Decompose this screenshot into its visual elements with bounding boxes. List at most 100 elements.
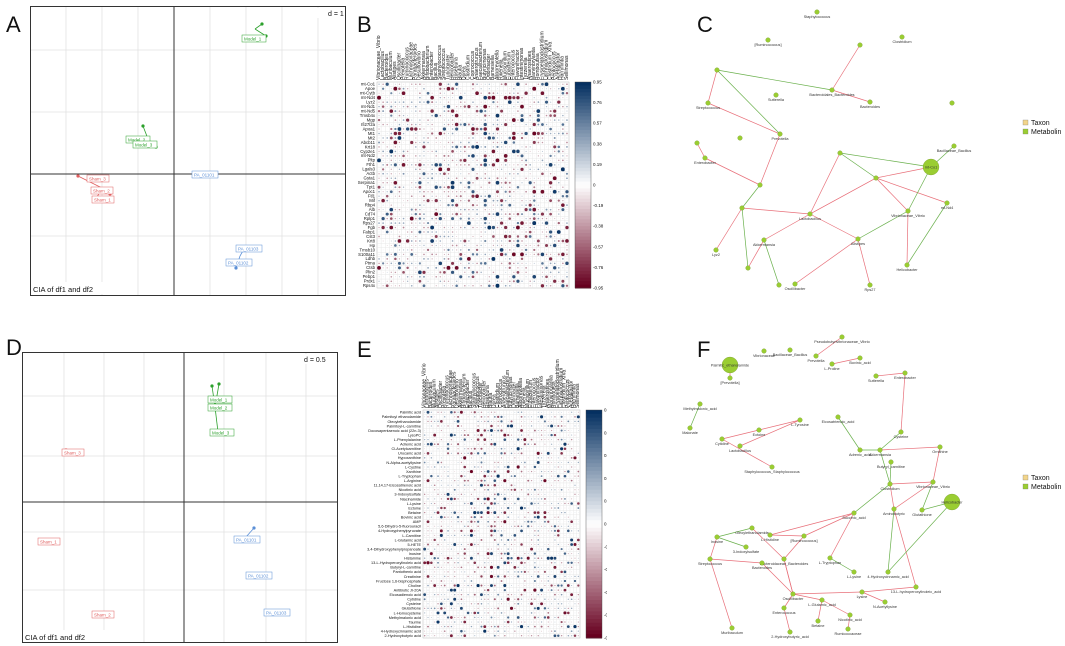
- heatmap-cell: [431, 155, 433, 157]
- heatmap-cell: [430, 109, 434, 113]
- heatmap-cell: [545, 217, 548, 220]
- heatmap-cell: [553, 141, 556, 144]
- heatmap-cell: [537, 168, 540, 171]
- heatmap-cell: [419, 141, 421, 144]
- heatmap-row-label: LysoPC: [408, 433, 421, 437]
- heatmap-cell: [560, 548, 563, 551]
- heatmap-cell: [551, 494, 552, 495]
- heatmap-cell: [426, 561, 430, 565]
- heatmap-cell: [560, 488, 563, 491]
- heatmap-cell: [451, 576, 452, 577]
- heatmap-cell: [480, 575, 483, 578]
- heatmap-cell: [553, 525, 557, 528]
- heatmap-cell: [437, 543, 439, 546]
- heatmap-cell: [480, 616, 483, 619]
- heatmap-cell: [472, 267, 474, 269]
- heatmap-cell: [460, 635, 463, 637]
- heatmap-legend-tick: 0.38: [593, 141, 602, 146]
- heatmap-cell: [481, 608, 482, 609]
- heatmap-cell: [419, 88, 421, 90]
- heatmap-cell: [444, 204, 445, 206]
- heatmap-cell: [507, 443, 509, 445]
- heatmap-cell: [415, 155, 417, 157]
- heatmap-cell: [491, 256, 496, 261]
- heatmap-cell: [454, 530, 456, 532]
- heatmap-cell: [504, 516, 506, 518]
- heatmap-cell: [574, 516, 576, 518]
- heatmap-cell: [419, 106, 421, 107]
- heatmap-cell: [460, 92, 462, 94]
- heatmap-cell: [538, 146, 539, 148]
- heatmap-cell: [447, 150, 450, 152]
- heatmap-cell: [378, 226, 380, 229]
- heatmap-cell: [484, 571, 486, 573]
- heatmap-cell: [484, 512, 486, 513]
- heatmap-cell: [554, 439, 556, 440]
- heatmap-cell: [533, 164, 535, 166]
- heatmap-cell: [447, 177, 450, 180]
- heatmap-cell: [566, 200, 568, 201]
- heatmap-cell: [443, 630, 446, 632]
- heatmap-cell: [537, 83, 540, 85]
- heatmap-cell: [467, 421, 469, 422]
- heatmap-cell: [546, 146, 547, 148]
- heatmap-cell: [427, 530, 429, 532]
- heatmap-cell: [484, 276, 486, 278]
- heatmap-cell: [542, 97, 543, 99]
- heatmap-cell: [521, 204, 523, 206]
- heatmap-cell: [435, 266, 438, 269]
- heatmap-row-label: 5,6-Dihydro-5-fluorouracil: [378, 525, 421, 529]
- heatmap-cell: [525, 222, 527, 224]
- heatmap-cell: [537, 457, 539, 459]
- heatmap-cell: [489, 151, 490, 152]
- heatmap-cell: [460, 439, 462, 441]
- heatmap-row-label: 4-Hydroxyphenylpyruvate: [378, 529, 421, 533]
- heatmap-cell: [574, 484, 576, 486]
- heatmap-cell: [471, 635, 472, 637]
- heatmap-cell: [435, 88, 437, 90]
- heatmap-cell: [571, 571, 573, 573]
- heatmap-cell: [527, 511, 529, 514]
- heatmap-cell: [529, 83, 531, 85]
- panel-a-label-model1: Model_1: [244, 37, 262, 42]
- heatmap-cell: [554, 421, 556, 422]
- heatmap-cell: [524, 494, 526, 495]
- heatmap-cell: [561, 239, 565, 243]
- heatmap-cell: [461, 466, 462, 468]
- heatmap-cell: [441, 416, 442, 418]
- heatmap-cell: [431, 209, 433, 210]
- heatmap-cell: [451, 562, 452, 564]
- heatmap-cell: [474, 443, 476, 445]
- heatmap-cell: [547, 585, 549, 586]
- heatmap-cell: [494, 580, 496, 582]
- heatmap-cell: [477, 594, 479, 595]
- heatmap-cell: [564, 617, 566, 618]
- heatmap-cell: [537, 598, 539, 600]
- heatmap-cell: [524, 612, 526, 614]
- heatmap-cell: [386, 209, 388, 210]
- heatmap-cell: [467, 635, 469, 637]
- heatmap-cell: [435, 191, 437, 193]
- heatmap-cell: [517, 475, 519, 477]
- heatmap-cell: [493, 110, 494, 112]
- heatmap-cell: [443, 231, 446, 233]
- heatmap-cell: [550, 556, 554, 560]
- heatmap-cell: [571, 635, 573, 637]
- heatmap-cell: [497, 453, 499, 454]
- heatmap-cell: [431, 195, 433, 197]
- heatmap-cell: [540, 470, 543, 473]
- heatmap-cell: [566, 258, 568, 260]
- heatmap-cell: [517, 539, 519, 541]
- heatmap-cell: [492, 204, 495, 206]
- heatmap-cell: [451, 539, 452, 541]
- heatmap-cell: [394, 155, 397, 157]
- heatmap-col-label: Lactobacillus: [380, 51, 386, 80]
- heatmap-cell: [503, 561, 507, 565]
- heatmap-cell: [537, 443, 539, 445]
- network-node: [781, 605, 787, 611]
- heatmap-cell: [507, 512, 509, 513]
- heatmap-cell: [571, 580, 572, 582]
- heatmap-cell: [547, 471, 549, 473]
- heatmap-cell: [504, 158, 508, 162]
- heatmap-cell: [415, 97, 417, 98]
